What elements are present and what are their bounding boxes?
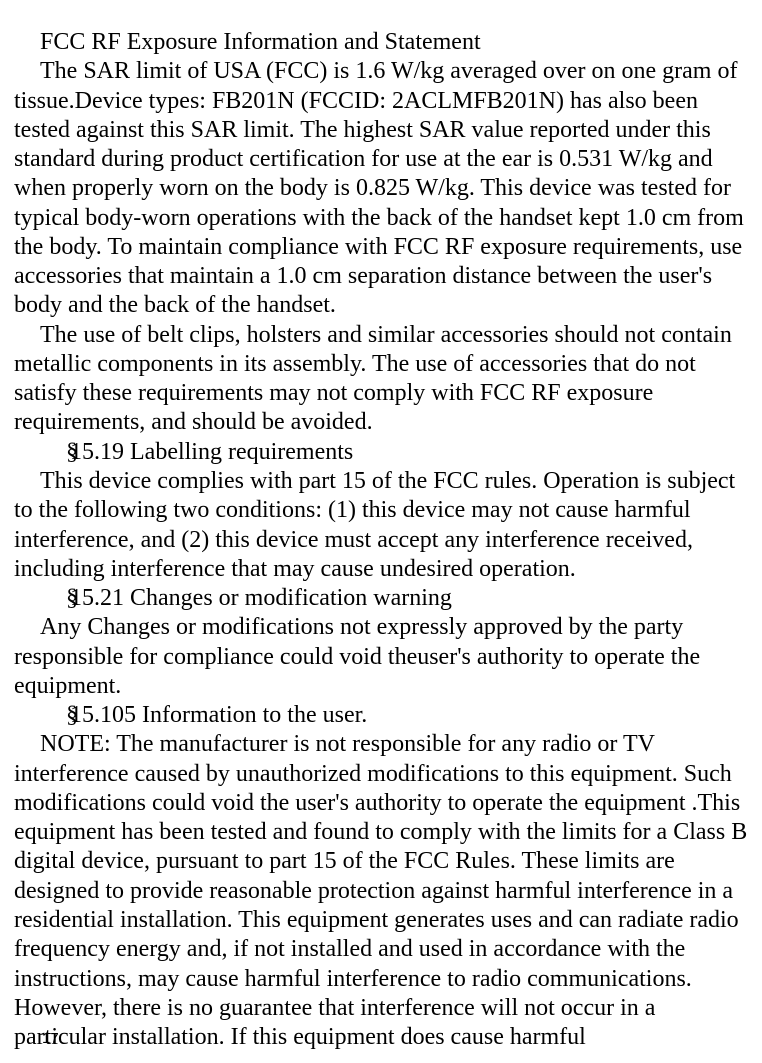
document-title: FCC RF Exposure Information and Statemen… bbox=[14, 28, 748, 57]
paragraph-part15: This device complies with part 15 of the… bbox=[14, 467, 748, 584]
paragraph-note: NOTE: The manufacturer is not responsibl… bbox=[14, 730, 748, 1052]
paragraph-changes: Any Changes or modifications not express… bbox=[14, 613, 748, 701]
section-title-1521: 15.21 Changes or modification warning bbox=[70, 585, 452, 611]
paragraph-accessories: The use of belt clips, holsters and simi… bbox=[14, 321, 748, 438]
document-body: FCC RF Exposure Information and Statemen… bbox=[14, 28, 748, 1052]
paragraph-sar-limit: The SAR limit of USA (FCC) is 1.6 W/kg a… bbox=[14, 57, 748, 320]
section-marker-icon: § bbox=[40, 438, 64, 467]
section-heading-15-105: § 15.105 Information to the user. bbox=[14, 701, 748, 730]
section-marker-icon: § bbox=[40, 584, 64, 613]
section-title-15105: 15.105 Information to the user. bbox=[70, 702, 367, 728]
section-title-1519: 15.19 Labelling requirements bbox=[70, 439, 353, 465]
section-heading-15-21: § 15.21 Changes or modification warning bbox=[14, 584, 748, 613]
section-marker-icon: § bbox=[40, 701, 64, 730]
page-number: 17 bbox=[42, 1030, 59, 1047]
section-heading-15-19: § 15.19 Labelling requirements bbox=[14, 438, 748, 467]
